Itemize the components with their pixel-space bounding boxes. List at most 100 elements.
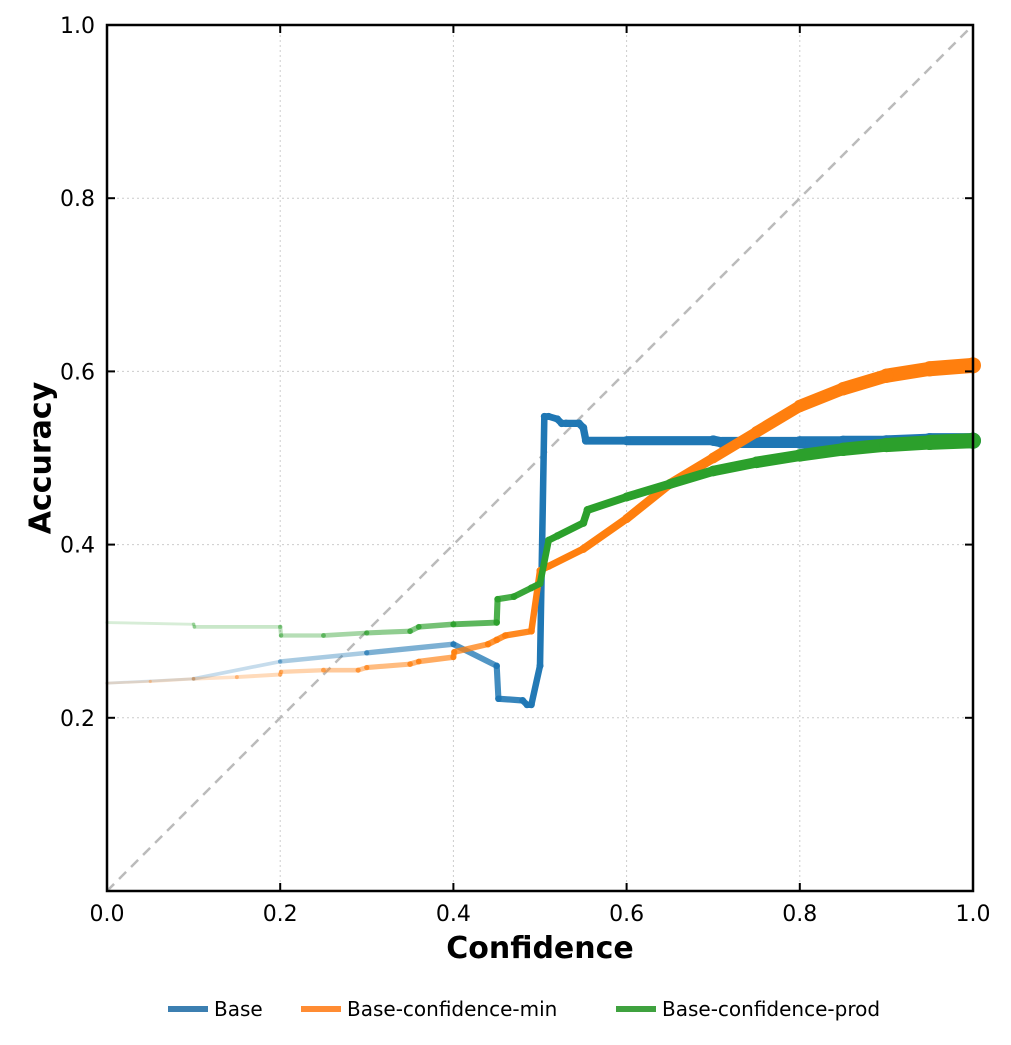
series-segment — [105, 677, 196, 685]
series-segment — [364, 641, 457, 656]
reference-line — [106, 24, 974, 892]
data-point — [450, 621, 457, 628]
data-point — [750, 426, 763, 438]
data-point — [364, 630, 370, 636]
data-point — [510, 593, 518, 600]
x-tick-label: 0.2 — [263, 902, 298, 927]
data-point — [553, 532, 561, 540]
data-point — [922, 361, 938, 377]
legend-label-base: Base — [214, 997, 263, 1021]
data-point — [527, 584, 535, 592]
series-segment — [665, 466, 719, 489]
x-tick-label: 1.0 — [956, 902, 991, 927]
series-segment — [493, 662, 502, 702]
series-segment — [364, 661, 413, 671]
data-point — [879, 437, 894, 453]
y-axis-title: Accuracy — [24, 381, 59, 534]
data-point — [579, 423, 588, 432]
data-point — [191, 676, 196, 681]
legend-item-base-confidence-min: Base-confidence-min — [301, 997, 557, 1021]
data-point — [407, 628, 413, 635]
series-segment — [451, 641, 491, 655]
data-point — [707, 452, 719, 464]
series-segment — [793, 382, 850, 413]
data-point — [277, 672, 283, 677]
data-point — [707, 465, 719, 477]
data-point — [622, 436, 631, 446]
data-point — [494, 595, 501, 603]
data-point — [581, 436, 590, 445]
series-segment — [545, 545, 587, 570]
data-point — [545, 412, 553, 421]
data-point — [277, 624, 283, 630]
data-point — [622, 492, 631, 502]
data-point — [579, 519, 588, 527]
x-tick-label: 0.8 — [782, 902, 817, 927]
data-point — [234, 674, 239, 680]
series-segment — [105, 680, 152, 685]
legend-label-base-confidence-prod: Base-confidence-prod — [662, 997, 880, 1021]
data-point — [493, 619, 501, 626]
legend-item-base-confidence-prod: Base-confidence-prod — [616, 997, 880, 1021]
series-segment — [536, 536, 552, 587]
data-point — [879, 368, 894, 383]
data-point — [364, 664, 370, 671]
series-segment — [493, 596, 501, 626]
data-point — [536, 580, 544, 588]
data-point — [536, 662, 544, 670]
series-segment — [793, 443, 850, 462]
axis-ticks: 0.0 0.2 0.4 0.6 0.8 1.0 0.2 0.4 0.6 0.8 1.0 — [60, 14, 991, 927]
data-point — [451, 648, 458, 656]
legend: Base Base-confidence-min Base-confidence… — [168, 997, 880, 1021]
data-point — [793, 449, 806, 462]
series-layer — [105, 357, 981, 709]
data-point — [191, 676, 196, 681]
series-segment — [553, 519, 587, 540]
series-segment — [536, 413, 548, 670]
y-tick-label: 1.0 — [60, 14, 95, 39]
data-point — [583, 505, 592, 514]
series-segment — [234, 672, 283, 680]
series-segment — [836, 369, 894, 396]
series-segment — [750, 400, 806, 438]
data-point — [493, 662, 501, 670]
series-segment — [583, 493, 631, 514]
x-tick-label: 0.6 — [609, 902, 644, 927]
data-point — [665, 479, 675, 489]
series-segment — [191, 659, 283, 681]
data-point — [415, 658, 422, 665]
data-point — [836, 382, 850, 396]
data-point — [450, 654, 457, 661]
data-point — [545, 536, 553, 544]
series-segment — [278, 624, 284, 638]
series-segment — [191, 622, 197, 629]
data-point — [277, 659, 283, 664]
series-segment — [278, 668, 326, 675]
data-point — [355, 667, 361, 673]
data-point — [707, 435, 719, 446]
data-point — [278, 669, 284, 675]
data-point — [793, 436, 806, 449]
series-segment — [105, 621, 196, 626]
series-segment — [148, 677, 196, 683]
data-point — [321, 667, 326, 673]
y-tick-label: 0.6 — [60, 360, 95, 385]
series-segment — [707, 457, 762, 477]
data-point — [502, 632, 509, 639]
x-tick-label: 0.4 — [436, 902, 471, 927]
series-segment — [191, 675, 239, 681]
legend-item-base: Base — [168, 997, 263, 1021]
data-point — [527, 701, 535, 709]
data-point — [622, 514, 631, 524]
data-point — [450, 641, 457, 648]
data-point — [750, 456, 763, 469]
series-segment — [579, 514, 631, 553]
series-segment — [750, 449, 806, 469]
series-segment — [415, 654, 457, 665]
data-point — [191, 622, 196, 627]
data-point — [519, 697, 527, 704]
series-segment — [415, 621, 457, 630]
series-segment — [502, 628, 535, 639]
data-point — [495, 695, 502, 703]
